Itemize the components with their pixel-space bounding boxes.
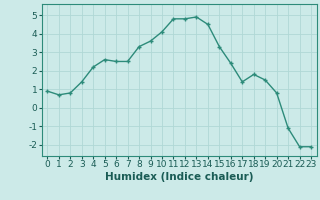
X-axis label: Humidex (Indice chaleur): Humidex (Indice chaleur) bbox=[105, 172, 253, 182]
